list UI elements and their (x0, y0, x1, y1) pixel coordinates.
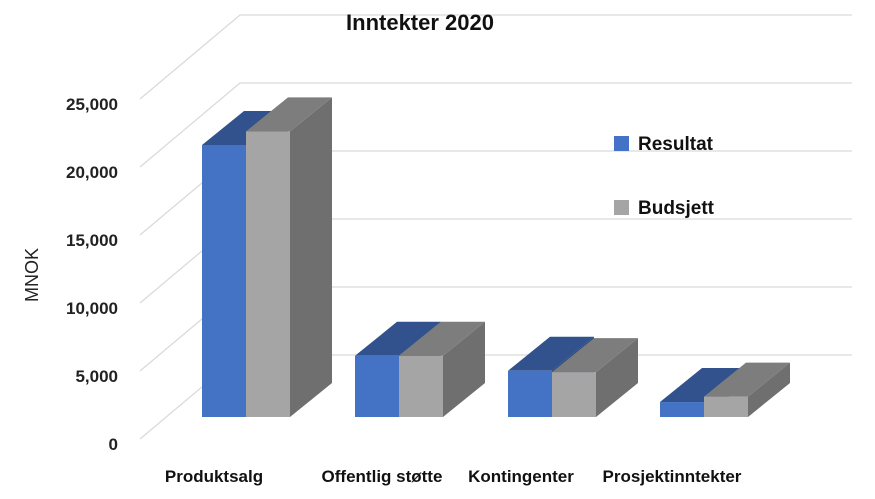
legend-swatch-resultat (614, 136, 629, 151)
category-label: Prosjektinntekter (603, 467, 742, 486)
y-tick-label: 15,000 (66, 231, 118, 250)
category-label: Produktsalg (165, 467, 263, 486)
bar-side (748, 362, 790, 417)
y-tick-label: 5,000 (75, 367, 118, 386)
bar-front (399, 355, 443, 417)
category-label: Kontingenter (468, 467, 574, 486)
y-tick-label: 0 (109, 435, 118, 454)
bar-side (596, 338, 638, 417)
bar-side (443, 321, 485, 417)
y-tick-label: 10,000 (66, 299, 118, 318)
bar-front (355, 355, 399, 417)
bar-top (246, 97, 332, 132)
bar-top (399, 321, 485, 356)
bar-front (202, 145, 246, 417)
legend-label-budsjett: Budsjett (638, 198, 715, 219)
bar-top (552, 338, 638, 373)
x-axis-categories: Produktsalg Offentlig støtte Kontingenter P… (165, 467, 742, 486)
bars (202, 97, 790, 418)
y-axis-label: MNOK (22, 248, 42, 302)
bar-budsjett-3 (704, 362, 790, 417)
bar-side (290, 97, 332, 418)
legend-swatch-budsjett (614, 200, 629, 215)
bar-front (660, 402, 704, 417)
bar-budsjett-2 (552, 338, 638, 417)
bar-front (508, 370, 552, 417)
bar-budsjett-0 (246, 97, 332, 418)
bar-top (660, 368, 746, 403)
y-tick-label: 20,000 (66, 163, 118, 182)
bar-budsjett-1 (399, 321, 485, 417)
bar-front (246, 131, 290, 417)
legend: Resultat Budsjett (614, 134, 715, 219)
bar-top (508, 336, 594, 371)
category-label: Offentlig støtte (322, 467, 443, 486)
gridline (139, 82, 852, 168)
y-axis-ticks: 0 5,000 10,000 15,000 20,000 25,000 (66, 95, 118, 454)
gridline (139, 14, 852, 100)
bar-front (552, 372, 596, 417)
legend-label-resultat: Resultat (638, 134, 714, 155)
bar-front (704, 396, 748, 417)
bar-top (355, 321, 441, 356)
y-tick-label: 25,000 (66, 95, 118, 114)
chart-title: Inntekter 2020 (346, 10, 494, 35)
bar-top (704, 362, 790, 397)
